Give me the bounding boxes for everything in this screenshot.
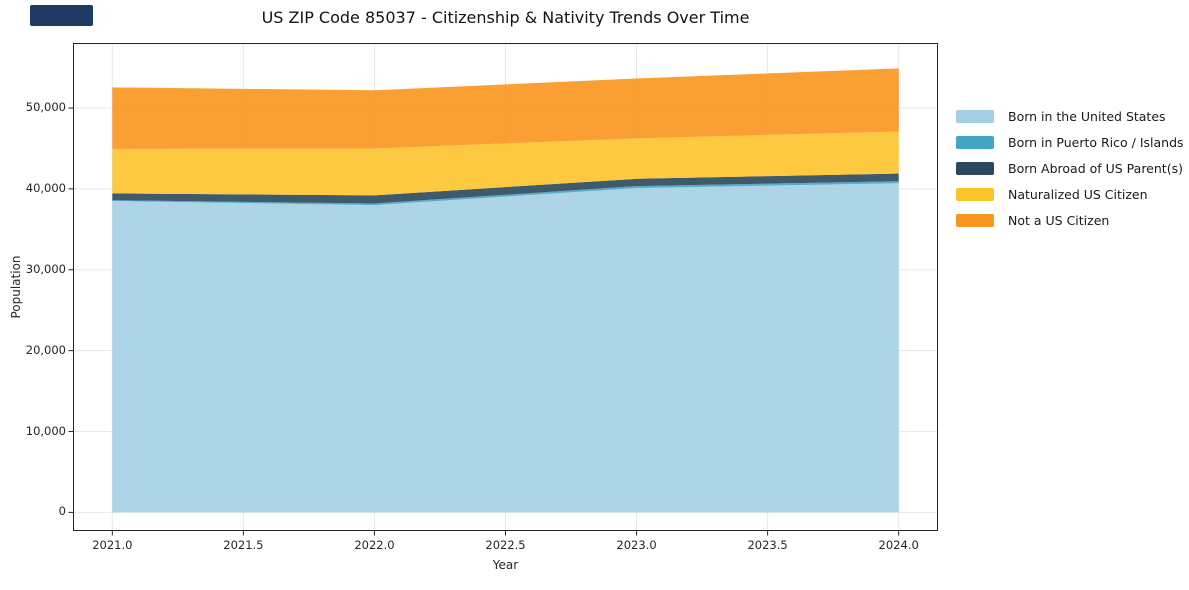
x-tick-label: 2021.0 (92, 538, 133, 552)
x-tick-label: 2024.0 (878, 538, 919, 552)
y-tick-label: 40,000 (25, 180, 66, 195)
y-tick-label: 20,000 (25, 342, 66, 357)
y-tick-label: 30,000 (25, 261, 66, 276)
x-tick-label: 2022.0 (354, 538, 395, 552)
legend-row: Born Abroad of US Parent(s) (956, 155, 1184, 181)
x-tick-label: 2022.5 (485, 538, 526, 552)
area-born-in-puerto-rico-islands (112, 181, 899, 206)
area-born-in-the-united-states (112, 183, 899, 513)
plot-border (73, 43, 938, 531)
area-not-a-us-citizen (112, 68, 899, 149)
legend-swatch (956, 213, 994, 227)
legend: Born in the United States Born in Puerto … (956, 103, 1184, 233)
x-tick-label: 2023.0 (616, 538, 657, 552)
legend-swatch (956, 161, 994, 175)
legend-label: Born Abroad of US Parent(s) (1008, 160, 1183, 176)
x-axis-title: Year (492, 558, 519, 572)
legend-row: Naturalized US Citizen (956, 181, 1184, 207)
legend-row: Born in the United States (956, 103, 1184, 129)
area-born-abroad-of-us-parent-s- (112, 173, 899, 204)
legend-swatch (956, 135, 994, 149)
chart-title: US ZIP Code 85037 - Citizenship & Nativi… (261, 8, 750, 27)
legend-label: Not a US Citizen (1008, 212, 1110, 228)
legend-label: Born in the United States (1008, 108, 1166, 124)
y-tick-label: 50,000 (25, 100, 66, 115)
area-naturalized-us-citizen (112, 131, 899, 196)
legend-label: Naturalized US Citizen (1008, 186, 1148, 202)
corner-accent-block (30, 5, 93, 26)
y-tick-label: 0 (58, 504, 66, 519)
legend-swatch (956, 109, 994, 123)
x-tick-label: 2021.5 (223, 538, 264, 552)
legend-row: Not a US Citizen (956, 207, 1184, 233)
legend-row: Born in Puerto Rico / Islands (956, 129, 1184, 155)
legend-swatch (956, 187, 994, 201)
x-tick-label: 2023.5 (747, 538, 788, 552)
y-tick-label: 10,000 (25, 423, 66, 438)
legend-label: Born in Puerto Rico / Islands (1008, 134, 1184, 150)
